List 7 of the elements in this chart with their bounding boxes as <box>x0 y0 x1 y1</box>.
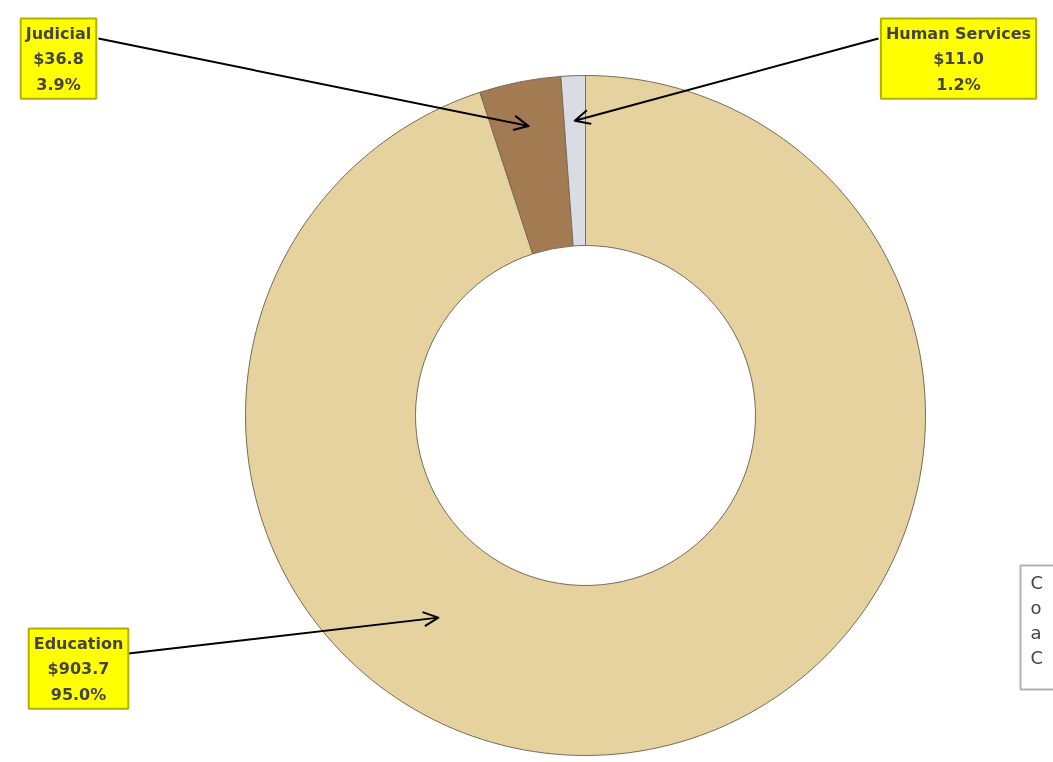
slice-label: Judicial <box>24 23 92 43</box>
data-label: $903.7 95.0% <box>47 659 110 704</box>
data-label: $36.8 3.9% <box>33 49 84 94</box>
slice-label: Human Services <box>885 23 1032 43</box>
text: C o a C <box>1030 571 1044 669</box>
slice-label: Education <box>33 633 124 653</box>
data-label: $11.0 1.2% <box>933 49 984 94</box>
